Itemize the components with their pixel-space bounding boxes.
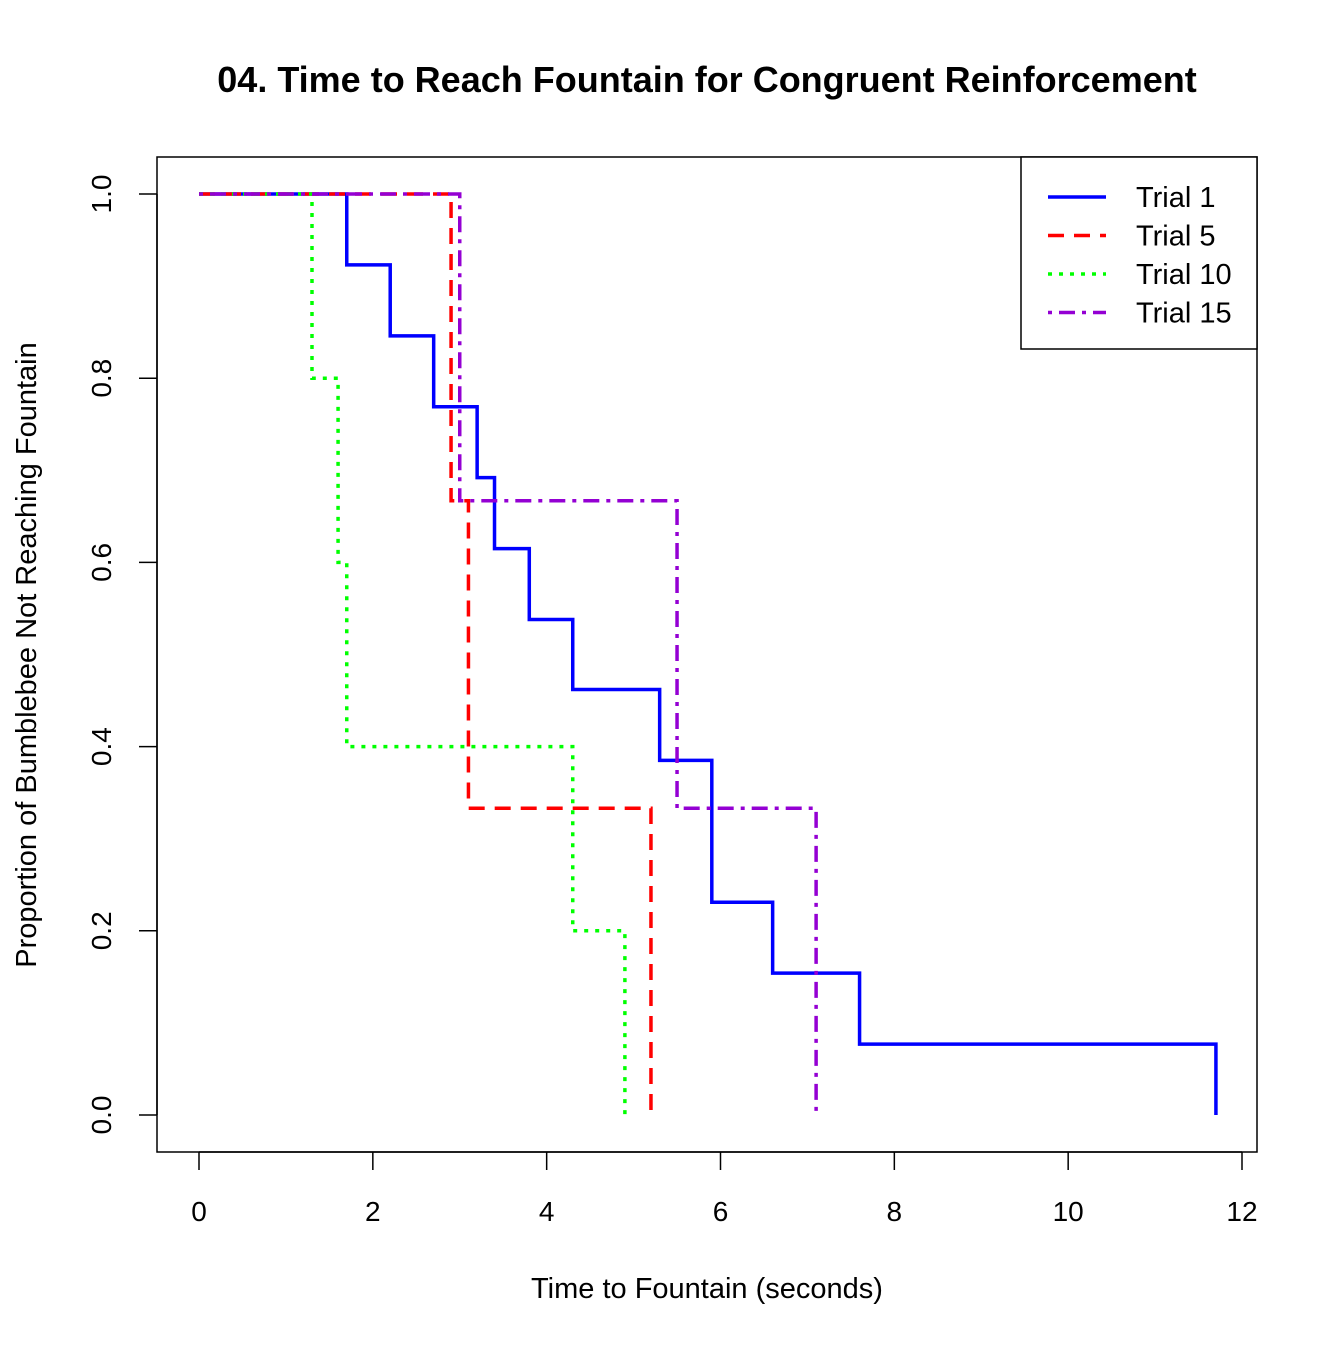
legend: Trial 1 Trial 5 Trial 10 Trial 15 — [1020, 156, 1258, 350]
x-axis-label: Time to Fountain (seconds) — [531, 1273, 883, 1305]
x-tick-label: 2 — [365, 1196, 381, 1227]
y-axis: 0.0 0.2 0.4 0.6 0.8 1.0 — [86, 175, 158, 1135]
x-axis: 0 2 4 6 8 10 12 — [191, 1151, 1258, 1227]
x-tick-label: 12 — [1226, 1196, 1257, 1227]
y-tick-label: 0.4 — [86, 727, 117, 766]
series-line-2 — [199, 192, 653, 1115]
series-line-1 — [199, 192, 1218, 1115]
chart-title: 04. Time to Reach Fountain for Congruent… — [217, 59, 1196, 100]
x-tick-label: 10 — [1053, 1196, 1084, 1227]
legend-label: Trial 5 — [1136, 221, 1216, 253]
y-axis-label: Proportion of Bumblebee Not Reaching Fou… — [11, 342, 43, 968]
y-tick-label: 0.6 — [86, 543, 117, 582]
x-tick-label: 4 — [539, 1196, 555, 1227]
y-tick-label: 0.8 — [86, 359, 117, 398]
legend-label: Trial 1 — [1136, 182, 1216, 214]
series-line-4 — [199, 192, 818, 1115]
legend-label: Trial 10 — [1136, 259, 1232, 291]
y-tick-label: 0.2 — [86, 911, 117, 950]
x-tick-label: 8 — [887, 1196, 903, 1227]
x-tick-label: 6 — [713, 1196, 729, 1227]
legend-label: Trial 15 — [1136, 298, 1232, 330]
legend-box — [1020, 156, 1258, 350]
series-layer — [199, 192, 1218, 1115]
y-tick-label: 1.0 — [86, 175, 117, 214]
y-tick-label: 0.0 — [86, 1096, 117, 1135]
x-tick-label: 0 — [191, 1196, 207, 1227]
